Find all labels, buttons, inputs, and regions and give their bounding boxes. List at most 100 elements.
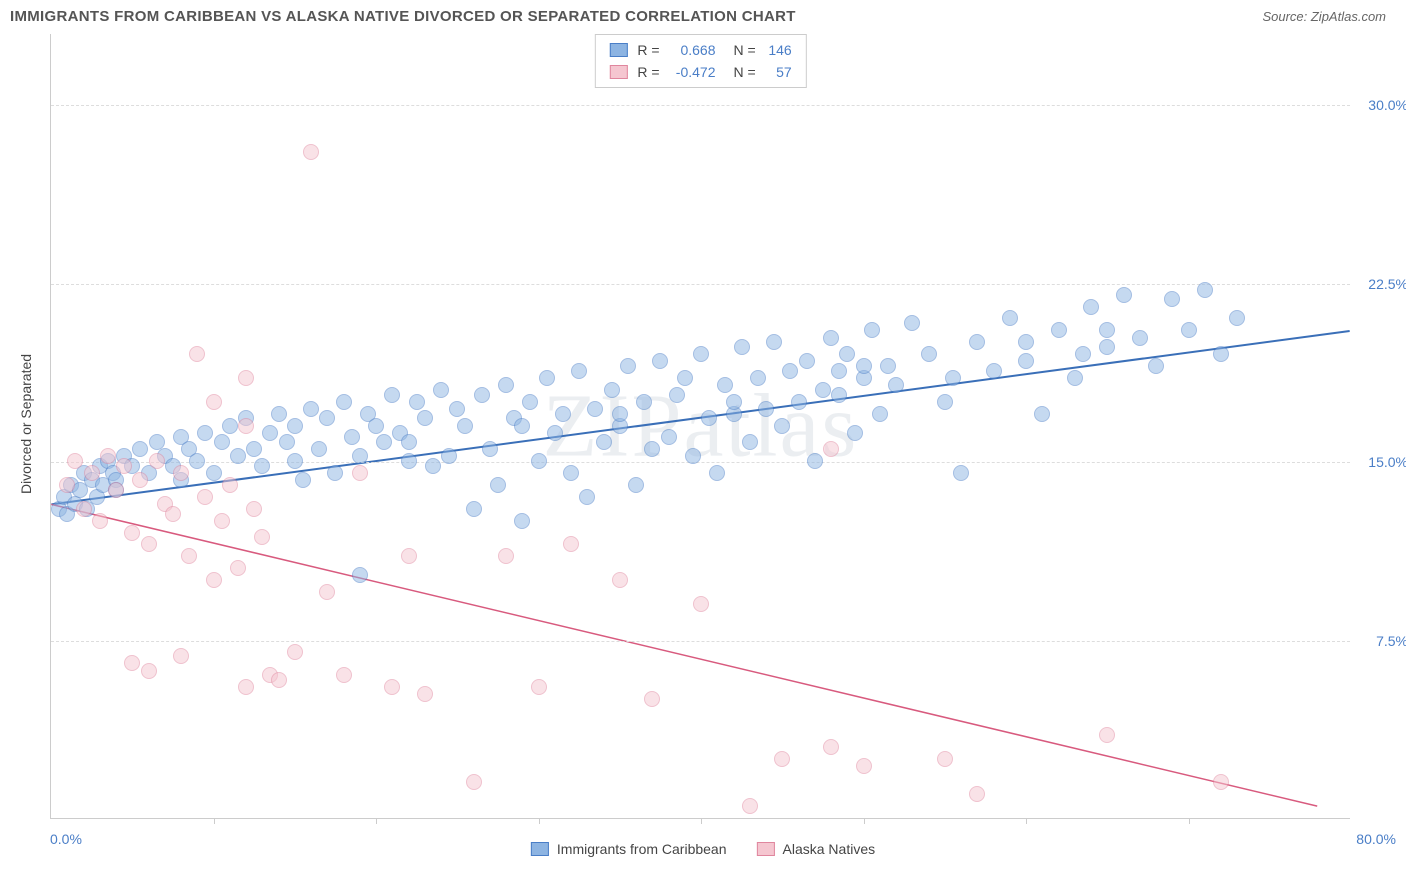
scatter-point bbox=[222, 477, 238, 493]
scatter-point bbox=[189, 453, 205, 469]
stats-legend-box: R = 0.668 N = 146 R = -0.472 N = 57 bbox=[594, 34, 806, 88]
scatter-point bbox=[1067, 370, 1083, 386]
scatter-point bbox=[457, 418, 473, 434]
scatter-point bbox=[132, 472, 148, 488]
scatter-point bbox=[76, 501, 92, 517]
scatter-point bbox=[652, 353, 668, 369]
scatter-point bbox=[807, 453, 823, 469]
scatter-point bbox=[774, 751, 790, 767]
scatter-point bbox=[344, 429, 360, 445]
scatter-point bbox=[1164, 291, 1180, 307]
x-tick bbox=[1189, 818, 1190, 824]
legend-swatch-2 bbox=[757, 842, 775, 856]
scatter-point bbox=[230, 560, 246, 576]
scatter-point bbox=[969, 786, 985, 802]
scatter-point bbox=[498, 548, 514, 564]
scatter-point bbox=[466, 501, 482, 517]
scatter-point bbox=[1099, 322, 1115, 338]
scatter-point bbox=[189, 346, 205, 362]
scatter-point bbox=[531, 679, 547, 695]
scatter-point bbox=[945, 370, 961, 386]
scatter-point bbox=[1018, 353, 1034, 369]
legend-item-2: Alaska Natives bbox=[757, 841, 876, 857]
stat-n-value-2: 57 bbox=[762, 61, 792, 83]
scatter-point bbox=[149, 453, 165, 469]
x-tick bbox=[864, 818, 865, 824]
scatter-point bbox=[888, 377, 904, 393]
scatter-point bbox=[287, 453, 303, 469]
chart-container: Divorced or Separated ZIPatlas R = 0.668… bbox=[10, 29, 1396, 859]
scatter-point bbox=[872, 406, 888, 422]
scatter-point bbox=[222, 418, 238, 434]
scatter-point bbox=[864, 322, 880, 338]
scatter-point bbox=[319, 584, 335, 600]
scatter-point bbox=[937, 394, 953, 410]
scatter-point bbox=[173, 648, 189, 664]
scatter-point bbox=[693, 346, 709, 362]
swatch-series-1 bbox=[609, 43, 627, 57]
scatter-point bbox=[1099, 727, 1115, 743]
chart-title: IMMIGRANTS FROM CARIBBEAN VS ALASKA NATI… bbox=[10, 8, 796, 25]
stat-r-label-1: R = bbox=[637, 39, 659, 61]
gridline bbox=[51, 105, 1350, 106]
scatter-point bbox=[571, 363, 587, 379]
x-tick bbox=[1026, 818, 1027, 824]
scatter-point bbox=[628, 477, 644, 493]
scatter-point bbox=[750, 370, 766, 386]
stats-row-1: R = 0.668 N = 146 bbox=[609, 39, 791, 61]
scatter-point bbox=[1229, 310, 1245, 326]
gridline bbox=[51, 284, 1350, 285]
scatter-point bbox=[531, 453, 547, 469]
scatter-point bbox=[815, 382, 831, 398]
x-tick bbox=[701, 818, 702, 824]
scatter-point bbox=[376, 434, 392, 450]
scatter-point bbox=[701, 410, 717, 426]
scatter-point bbox=[246, 501, 262, 517]
scatter-point bbox=[677, 370, 693, 386]
scatter-point bbox=[1116, 287, 1132, 303]
scatter-point bbox=[1197, 282, 1213, 298]
scatter-point bbox=[401, 548, 417, 564]
scatter-point bbox=[141, 536, 157, 552]
scatter-point bbox=[563, 465, 579, 481]
scatter-point bbox=[937, 751, 953, 767]
scatter-point bbox=[1051, 322, 1067, 338]
x-tick bbox=[539, 818, 540, 824]
scatter-point bbox=[214, 513, 230, 529]
scatter-point bbox=[1018, 334, 1034, 350]
scatter-point bbox=[108, 482, 124, 498]
scatter-point bbox=[230, 448, 246, 464]
scatter-point bbox=[742, 798, 758, 814]
y-axis-label-wrap: Divorced or Separated bbox=[14, 29, 38, 819]
scatter-point bbox=[774, 418, 790, 434]
scatter-point bbox=[206, 394, 222, 410]
scatter-point bbox=[141, 663, 157, 679]
scatter-point bbox=[831, 363, 847, 379]
gridline bbox=[51, 641, 1350, 642]
scatter-point bbox=[384, 679, 400, 695]
scatter-point bbox=[417, 686, 433, 702]
scatter-point bbox=[206, 465, 222, 481]
scatter-point bbox=[417, 410, 433, 426]
legend-label-2: Alaska Natives bbox=[783, 841, 876, 857]
scatter-point bbox=[709, 465, 725, 481]
scatter-point bbox=[59, 477, 75, 493]
scatter-point bbox=[823, 739, 839, 755]
scatter-point bbox=[238, 679, 254, 695]
scatter-point bbox=[197, 425, 213, 441]
scatter-point bbox=[1213, 346, 1229, 362]
scatter-point bbox=[238, 418, 254, 434]
scatter-point bbox=[685, 448, 701, 464]
scatter-point bbox=[132, 441, 148, 457]
scatter-point bbox=[921, 346, 937, 362]
scatter-point bbox=[425, 458, 441, 474]
scatter-point bbox=[1181, 322, 1197, 338]
scatter-point bbox=[604, 382, 620, 398]
scatter-point bbox=[482, 441, 498, 457]
swatch-series-2 bbox=[609, 65, 627, 79]
scatter-point bbox=[474, 387, 490, 403]
scatter-point bbox=[490, 477, 506, 493]
scatter-point bbox=[401, 434, 417, 450]
scatter-point bbox=[766, 334, 782, 350]
scatter-point bbox=[100, 448, 116, 464]
